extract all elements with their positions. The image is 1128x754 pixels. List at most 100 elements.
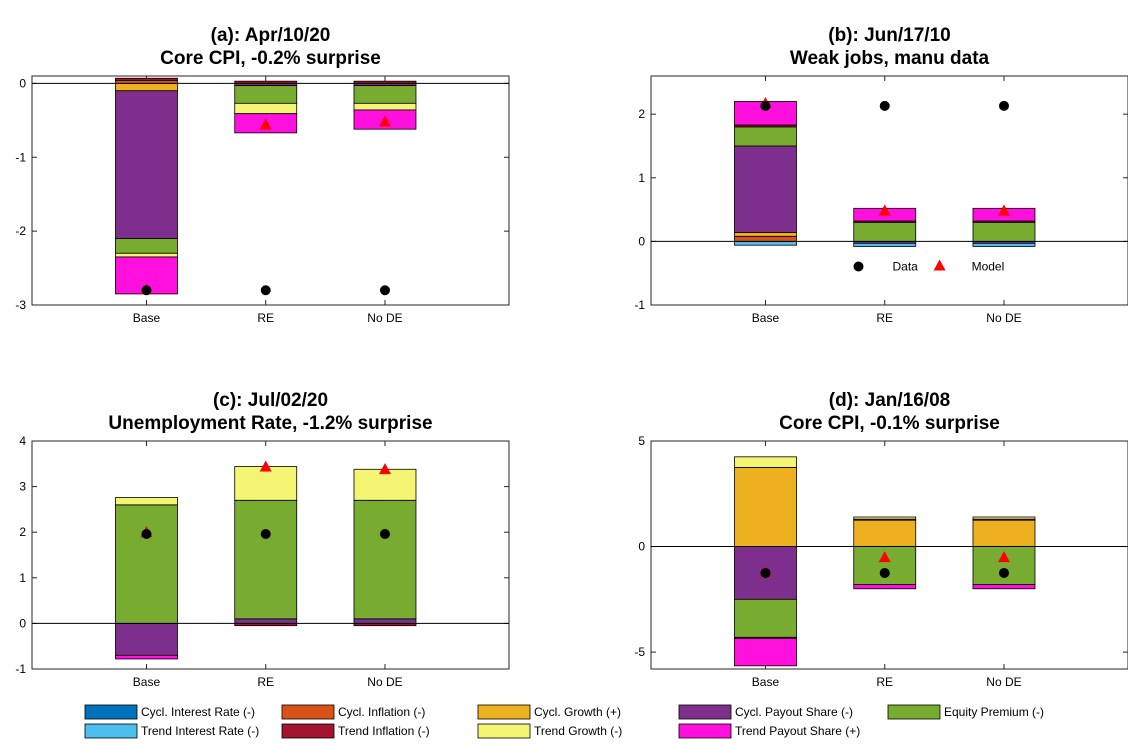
data-point bbox=[141, 285, 151, 295]
bar-segment bbox=[354, 103, 416, 110]
chart-title: (b): Jun/17/10 bbox=[828, 25, 950, 46]
bar-segment bbox=[734, 236, 796, 241]
legend-item: Trend Interest Rate (-) bbox=[85, 724, 259, 738]
legend-data-label: Data bbox=[892, 260, 918, 274]
data-point bbox=[999, 101, 1009, 111]
bar-segment bbox=[115, 239, 177, 254]
chart-title: (c): Jul/02/20 bbox=[213, 390, 328, 411]
legend-swatch bbox=[478, 705, 530, 719]
x-tick-label: RE bbox=[257, 311, 274, 325]
data-point bbox=[880, 101, 890, 111]
legend-swatch bbox=[679, 724, 731, 738]
legend-label: Cycl. Growth (+) bbox=[534, 705, 621, 719]
y-tick-label: 1 bbox=[638, 171, 645, 185]
legend-label: Trend Inflation (-) bbox=[338, 724, 430, 738]
x-tick-label: RE bbox=[876, 311, 893, 325]
y-tick-label: 1 bbox=[19, 571, 26, 585]
chart-panel: (d): Jan/16/08Core CPI, -0.1% surprise-5… bbox=[634, 390, 1128, 689]
legend-label: Cycl. Inflation (-) bbox=[338, 705, 425, 719]
bar-segment bbox=[854, 520, 916, 546]
bar-segment bbox=[973, 243, 1035, 246]
x-tick-label: No DE bbox=[367, 311, 402, 325]
y-tick-label: -1 bbox=[15, 150, 26, 164]
chart-title: (a): Apr/10/20 bbox=[211, 25, 331, 46]
bar-segment bbox=[235, 86, 297, 104]
bar-segment bbox=[734, 638, 796, 665]
legend-label: Trend Interest Rate (-) bbox=[141, 724, 259, 738]
legend-swatch bbox=[282, 705, 334, 719]
x-tick-label: No DE bbox=[986, 675, 1021, 689]
legend-label: Trend Growth (-) bbox=[534, 724, 622, 738]
data-point bbox=[760, 568, 770, 578]
chart-subtitle: Core CPI, -0.2% surprise bbox=[160, 48, 381, 69]
bar-segment bbox=[973, 222, 1035, 241]
y-tick-label: -5 bbox=[634, 645, 645, 659]
legend-swatch bbox=[478, 724, 530, 738]
y-tick-label: 2 bbox=[638, 107, 645, 121]
chart-subtitle: Weak jobs, manu data bbox=[790, 48, 990, 69]
legend-label: Trend Payout Share (+) bbox=[735, 724, 860, 738]
y-tick-label: 0 bbox=[638, 234, 645, 248]
y-tick-label: -2 bbox=[15, 224, 26, 238]
y-tick-label: -1 bbox=[15, 662, 26, 676]
legend-swatch bbox=[679, 705, 731, 719]
y-tick-label: 0 bbox=[19, 616, 26, 630]
bar-segment bbox=[115, 253, 177, 257]
data-point bbox=[999, 568, 1009, 578]
bar-segment bbox=[115, 498, 177, 505]
legend-swatch bbox=[888, 705, 940, 719]
y-tick-label: 5 bbox=[638, 434, 645, 448]
bar-segment bbox=[235, 467, 297, 501]
x-tick-label: RE bbox=[876, 675, 893, 689]
bar-segment bbox=[973, 517, 1035, 519]
legend-data-marker bbox=[853, 262, 863, 272]
chart-subtitle: Core CPI, -0.1% surprise bbox=[779, 413, 1000, 434]
bar-segment bbox=[235, 500, 297, 619]
y-tick-label: 0 bbox=[638, 540, 645, 554]
bar-segment bbox=[115, 78, 177, 80]
plot-area bbox=[651, 76, 1128, 305]
bar-segment bbox=[973, 585, 1035, 589]
bar-segment bbox=[854, 243, 916, 246]
bar-segment bbox=[734, 232, 796, 236]
bar-segment bbox=[734, 599, 796, 637]
y-tick-label: 3 bbox=[19, 480, 26, 494]
data-point bbox=[141, 529, 151, 539]
y-tick-label: 4 bbox=[19, 434, 26, 448]
legend-label: Cycl. Interest Rate (-) bbox=[141, 705, 255, 719]
y-tick-label: 2 bbox=[19, 525, 26, 539]
legend-swatch bbox=[85, 705, 137, 719]
bar-segment bbox=[973, 520, 1035, 546]
legend-swatch bbox=[85, 724, 137, 738]
legend-swatch bbox=[282, 724, 334, 738]
legend-item: Cycl. Interest Rate (-) bbox=[85, 705, 255, 719]
data-point bbox=[261, 529, 271, 539]
bar-segment bbox=[115, 623, 177, 655]
legend-item: Trend Inflation (-) bbox=[282, 724, 430, 738]
bar-segment bbox=[854, 585, 916, 589]
bar-segment bbox=[734, 467, 796, 546]
bar-segment bbox=[115, 83, 177, 90]
bar-segment bbox=[115, 91, 177, 239]
data-point bbox=[261, 285, 271, 295]
bar-segment bbox=[854, 517, 916, 519]
legend-item: Cycl. Growth (+) bbox=[478, 705, 621, 719]
bar-segment bbox=[354, 500, 416, 619]
legend-item: Trend Payout Share (+) bbox=[679, 724, 860, 738]
bar-segment bbox=[734, 241, 796, 245]
bar-segment bbox=[235, 103, 297, 113]
legend-label: Cycl. Payout Share (-) bbox=[735, 705, 853, 719]
bar-segment bbox=[115, 505, 177, 624]
x-tick-label: RE bbox=[257, 675, 274, 689]
data-point bbox=[880, 568, 890, 578]
x-tick-label: Base bbox=[133, 311, 161, 325]
bar-segment bbox=[354, 619, 416, 624]
chart-subtitle: Unemployment Rate, -1.2% surprise bbox=[108, 413, 432, 434]
bar-segment bbox=[734, 127, 796, 146]
x-tick-label: Base bbox=[752, 675, 780, 689]
bar-segment bbox=[115, 655, 177, 659]
y-tick-label: 0 bbox=[19, 76, 26, 90]
legend: Cycl. Interest Rate (-) Cycl. Inflation (… bbox=[85, 705, 1044, 738]
